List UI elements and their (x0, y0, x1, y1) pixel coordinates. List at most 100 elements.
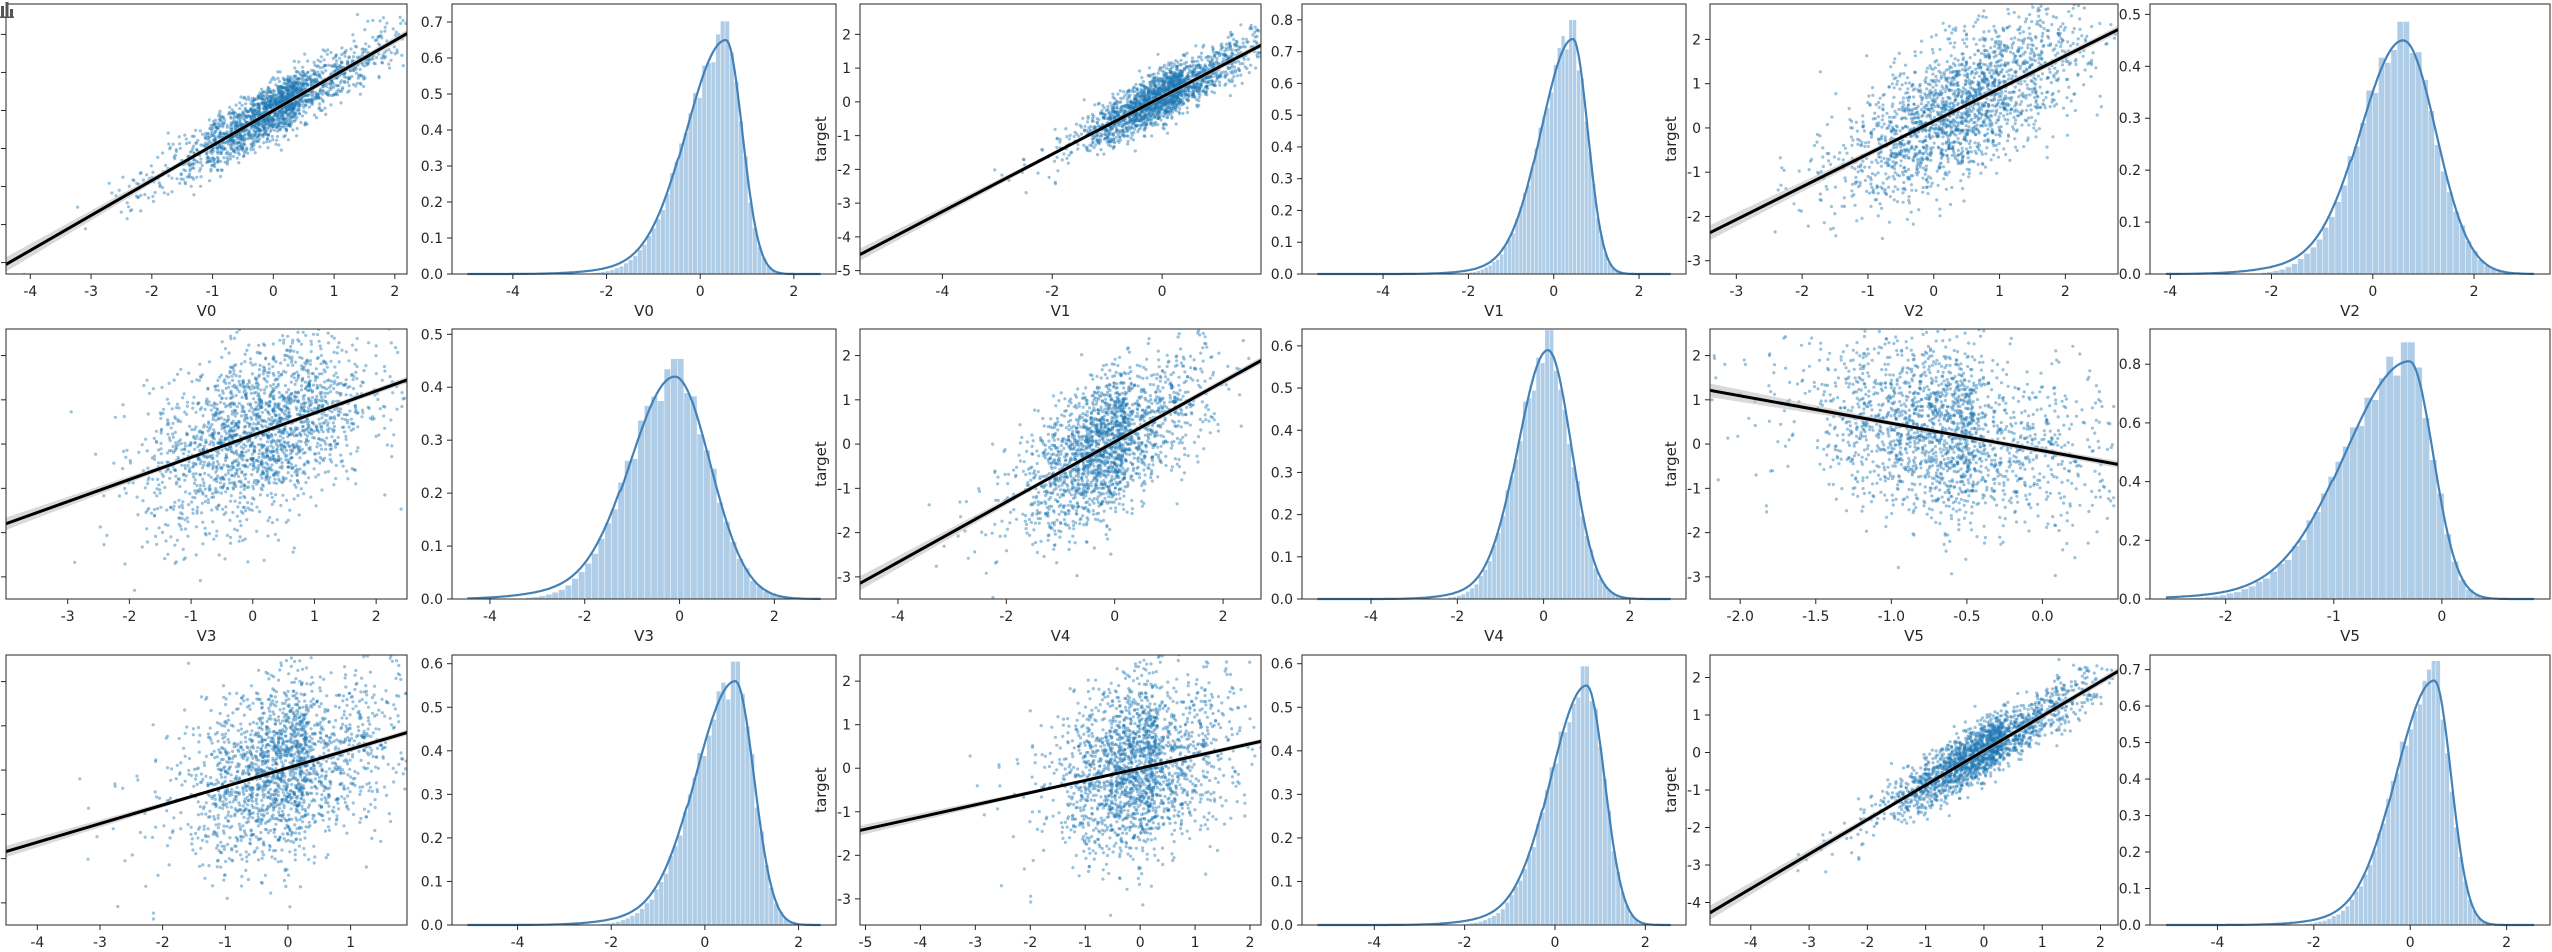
scatter-point (1068, 133, 1072, 137)
scatter-point (251, 115, 255, 119)
scatter-point (281, 96, 285, 100)
scatter-point (234, 124, 238, 128)
scatter-point (279, 94, 284, 99)
scatter-point (1863, 165, 1867, 169)
scatter-point (264, 129, 268, 133)
scatter-point (306, 59, 310, 63)
scatter-point (2019, 82, 2023, 86)
y-tick-label: 0.0 (421, 267, 443, 283)
scatter-point (315, 92, 319, 96)
scatter-point (1204, 56, 1208, 60)
scatter-point (253, 123, 257, 127)
histogram-bar (1530, 167, 1534, 274)
scatter-point (296, 76, 301, 80)
scatter-point (170, 176, 174, 180)
scatter-point (236, 116, 240, 120)
scatter-point (300, 83, 304, 87)
histogram-bar (1584, 121, 1588, 274)
scatter-point (231, 138, 235, 142)
scatter-point (288, 118, 293, 122)
scatter-point (1992, 153, 1996, 157)
scatter-point (344, 48, 348, 53)
scatter-point (282, 135, 286, 139)
scatter-point (1200, 58, 1204, 62)
scatter-point (325, 52, 329, 56)
scatter-point (260, 97, 264, 101)
scatter-point (270, 124, 274, 128)
scatter-point (1194, 87, 1198, 91)
scatter-point (280, 125, 285, 129)
scatter-point (255, 102, 259, 107)
scatter-point (276, 99, 280, 103)
scatter-point (174, 149, 178, 153)
scatter-point (290, 85, 294, 90)
scatter-point (255, 140, 259, 144)
scatter-point (1941, 21, 1945, 25)
histogram-bar (1480, 269, 1485, 274)
scatter-point (1782, 168, 1786, 172)
scatter-point (207, 157, 211, 161)
scatter-point (256, 96, 260, 100)
scatter-point (241, 149, 245, 153)
scatter-point (211, 126, 215, 131)
scatter-point (295, 87, 299, 91)
scatter-point (218, 117, 222, 121)
scatter-point (194, 159, 198, 163)
scatter-point (271, 88, 275, 92)
scatter-point (252, 102, 256, 106)
scatter-point (157, 181, 161, 185)
scatter-point (229, 143, 233, 147)
scatter-point (317, 73, 321, 77)
scatter-point (366, 19, 370, 23)
y-tick-label: -5 (837, 264, 851, 280)
scatter-point (288, 84, 292, 88)
scatter-point (1880, 134, 1884, 138)
scatter-point (1118, 89, 1122, 93)
scatter-point (215, 155, 220, 159)
scatter-point (307, 97, 311, 102)
scatter-point (251, 135, 255, 139)
scatter-point (1989, 61, 1993, 65)
scatter-point (246, 110, 250, 114)
scatter-point (1885, 111, 1889, 115)
scatter-point (126, 205, 131, 209)
scatter-point (269, 97, 274, 101)
scatter-point (1053, 182, 1057, 186)
scatter-point (362, 75, 366, 79)
scatter-point (281, 117, 285, 121)
scatter-point (283, 96, 287, 100)
scatter-point (2010, 46, 2014, 50)
scatter-point (2083, 68, 2087, 72)
scatter-point (279, 98, 283, 102)
scatter-point (2021, 52, 2026, 56)
scatter-point (1235, 43, 1239, 47)
scatter-point (286, 107, 290, 111)
scatter-point (1140, 101, 1144, 105)
y-tick-label: 1 (842, 61, 851, 77)
scatter-point (220, 121, 224, 125)
scatter-point (241, 135, 245, 140)
scatter-point (1090, 141, 1094, 145)
scatter-point (366, 62, 370, 66)
scatter-point (245, 147, 249, 151)
histogram-bar (734, 81, 739, 275)
scatter-point (267, 118, 271, 122)
scatter-point (217, 114, 221, 118)
scatter-point (379, 56, 384, 60)
scatter-point (310, 102, 314, 107)
histogram-bar (1534, 148, 1538, 274)
scatter-point (331, 56, 335, 61)
scatter-point (1858, 181, 1862, 185)
x-axis-label: V1 (1484, 302, 1504, 320)
scatter-point (1094, 143, 1098, 147)
scatter-point (252, 98, 256, 102)
scatter-point (401, 18, 405, 23)
scatter-point (276, 121, 280, 125)
scatter-point (1190, 56, 1195, 60)
scatter-point (266, 86, 270, 90)
histogram-bar (1565, 49, 1569, 274)
scatter-point (1252, 39, 1256, 43)
scatter-point (1102, 152, 1106, 156)
